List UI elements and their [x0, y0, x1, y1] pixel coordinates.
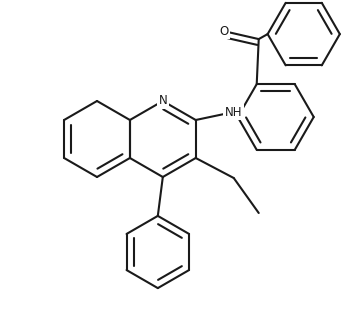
Text: O: O [219, 25, 228, 38]
Text: NH: NH [225, 106, 243, 118]
Text: N: N [159, 94, 167, 108]
